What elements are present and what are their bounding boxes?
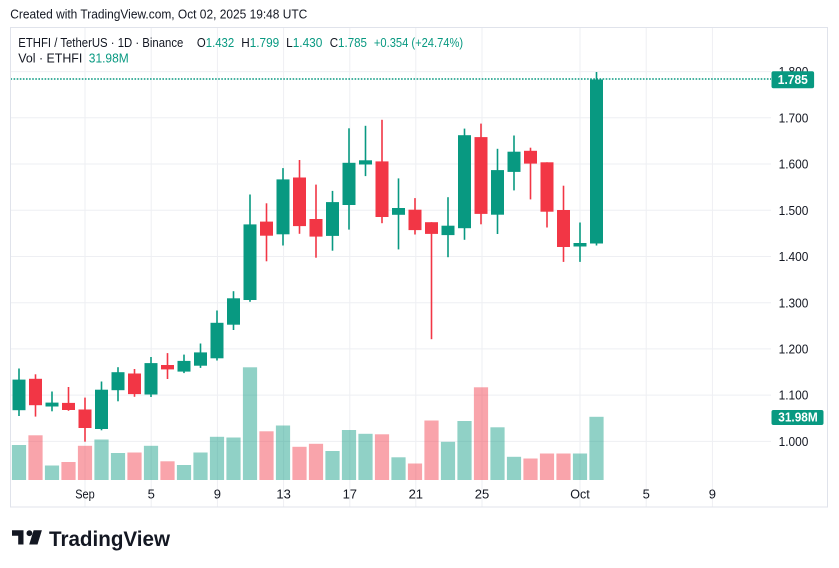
svg-text:1.600: 1.600: [779, 157, 809, 172]
svg-text:H1.799: H1.799: [241, 35, 279, 50]
svg-text:1.700: 1.700: [779, 110, 809, 125]
svg-text:5: 5: [643, 486, 650, 501]
svg-text:1.785: 1.785: [778, 72, 808, 87]
svg-text:1.400: 1.400: [779, 249, 809, 264]
svg-text:9: 9: [214, 486, 221, 501]
svg-text:1.300: 1.300: [779, 295, 809, 310]
svg-text:Oct: Oct: [570, 486, 590, 501]
svg-text:O1.432: O1.432: [197, 35, 234, 50]
svg-text:Sep: Sep: [75, 486, 95, 501]
svg-text:ETHFI / TetherUS · 1D · Binanc: ETHFI / TetherUS · 1D · Binance: [18, 35, 183, 50]
svg-text:31.98M: 31.98M: [89, 50, 129, 65]
svg-text:Created with TradingView.com,: Created with TradingView.com, Oct 02, 20…: [10, 7, 307, 21]
svg-text:31.98M: 31.98M: [778, 410, 818, 425]
svg-text:25: 25: [475, 486, 489, 501]
svg-text:1.000: 1.000: [779, 434, 809, 449]
svg-text:1.200: 1.200: [779, 342, 809, 357]
svg-text:+0.354 (+24.74%): +0.354 (+24.74%): [374, 35, 463, 50]
svg-text:TradingView: TradingView: [49, 528, 171, 551]
svg-text:9: 9: [709, 486, 716, 501]
svg-text:1.500: 1.500: [779, 203, 809, 218]
svg-text:Vol · ETHFI: Vol · ETHFI: [18, 50, 82, 65]
svg-text:C1.785: C1.785: [330, 35, 367, 50]
svg-text:5: 5: [148, 486, 155, 501]
svg-text:L1.430: L1.430: [286, 35, 322, 50]
svg-text:1.100: 1.100: [779, 388, 809, 403]
svg-text:17: 17: [343, 486, 357, 501]
svg-text:13: 13: [276, 486, 290, 501]
svg-text:21: 21: [409, 486, 423, 501]
